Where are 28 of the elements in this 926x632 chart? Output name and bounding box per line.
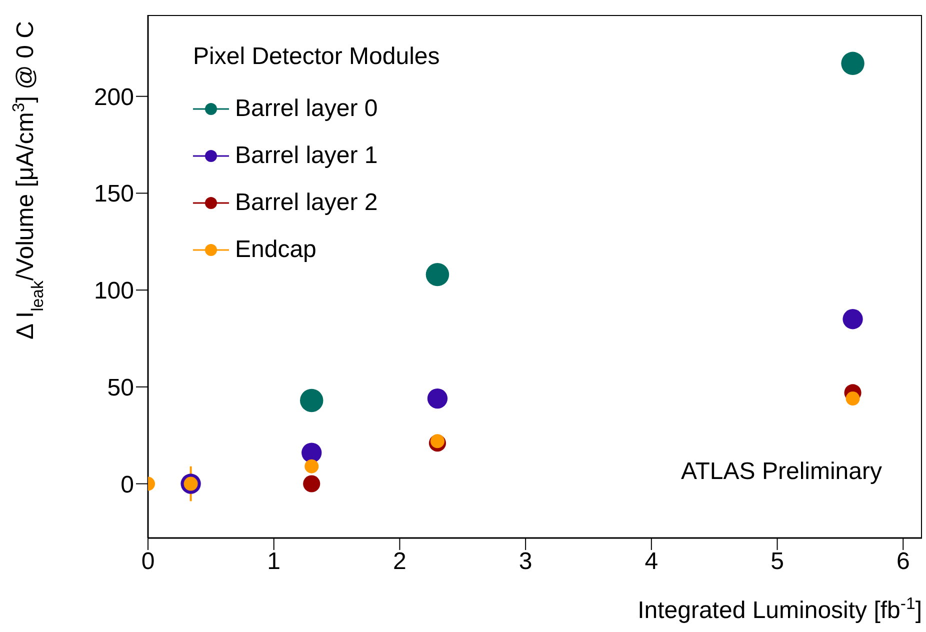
x-tick-label: 0	[141, 548, 155, 576]
point	[427, 388, 448, 409]
y-tick-label: 100	[94, 278, 134, 305]
x-tick-label: 2	[393, 548, 406, 576]
legend-label: Barrel layer 2	[235, 188, 378, 216]
x-tick-label: 6	[896, 548, 910, 576]
point	[846, 392, 860, 406]
point	[300, 388, 324, 412]
legend-label: Barrel layer 1	[235, 142, 378, 170]
annotation: ATLAS Preliminary	[681, 458, 882, 486]
point	[842, 309, 863, 330]
y-tick-label: 200	[94, 84, 134, 111]
x-axis-title: Integrated Luminosity [fb$^{-1}$]	[638, 594, 922, 624]
legend-label: Barrel layer 0	[235, 94, 378, 122]
point	[302, 442, 322, 463]
point	[841, 52, 864, 76]
x-tick-label: 4	[644, 548, 658, 576]
point	[426, 262, 450, 286]
y-tick-label: 0	[120, 471, 134, 498]
y-tick-label: 150	[94, 180, 134, 208]
y-tick-label: 50	[107, 374, 134, 402]
point	[303, 475, 320, 492]
x-tick-label: 3	[518, 548, 532, 576]
legend-label: Endcap	[235, 236, 316, 264]
x-tick-label: 5	[770, 548, 784, 576]
x-tick-label: 1	[267, 548, 281, 576]
point	[304, 459, 319, 474]
legend-title: Pixel Detector Modules	[193, 43, 440, 71]
